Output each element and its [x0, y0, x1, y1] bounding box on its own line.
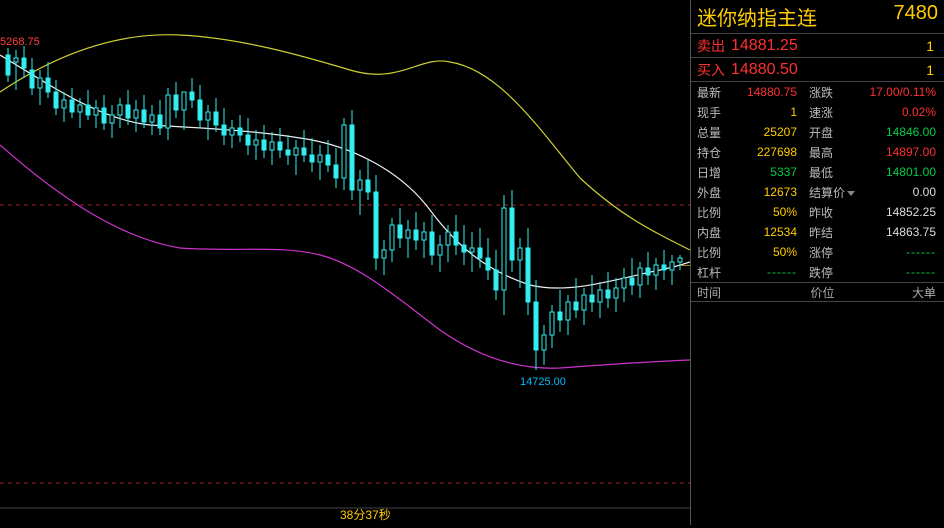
data-value: ------ [855, 245, 944, 259]
data-value: 14897.00 [855, 145, 944, 159]
data-value: 14846.00 [855, 125, 944, 139]
data-value: 14852.25 [855, 205, 944, 219]
data-value: ------ [855, 265, 944, 279]
countdown-timer: 38分37秒 [340, 506, 391, 523]
data-value: 12534 [727, 225, 805, 239]
data-value: 14880.75 [727, 85, 805, 99]
quote-data-grid: 最新14880.75涨跌17.00/0.11%现手1速涨0.02%总量25207… [691, 82, 944, 282]
data-row: 杠杆------跌停------ [691, 262, 944, 282]
data-value: 14801.00 [855, 165, 944, 179]
sell-quote-row[interactable]: 卖出 14881.25 1 [691, 34, 944, 58]
data-label: 现手 [691, 104, 727, 121]
sell-qty: 1 [894, 38, 944, 54]
tick-col-price: 价位 [761, 284, 884, 301]
sell-price: 14881.25 [727, 37, 894, 55]
data-row: 内盘12534昨结14863.75 [691, 222, 944, 242]
data-row: 比例50%涨停------ [691, 242, 944, 262]
data-value: 0.00 [855, 185, 944, 199]
data-row: 总量25207开盘14846.00 [691, 122, 944, 142]
data-value: 50% [727, 205, 805, 219]
data-label: 外盘 [691, 184, 727, 201]
symbol-code: 7480 [894, 2, 939, 31]
buy-price: 14880.50 [727, 61, 894, 79]
data-value: 12673 [727, 185, 805, 199]
tick-header: 时间 价位 大单 [691, 282, 944, 302]
data-label: 内盘 [691, 224, 727, 241]
data-row: 持仓227698最高14897.00 [691, 142, 944, 162]
tick-col-vol: 大单 [884, 284, 944, 301]
data-label: 日增 [691, 164, 727, 181]
data-label: 速涨 [805, 104, 855, 121]
sell-label: 卖出 [691, 36, 727, 56]
data-value: ------ [727, 265, 805, 279]
data-value: 5337 [727, 165, 805, 179]
data-label: 结算价 [805, 184, 855, 201]
data-label: 涨跌 [805, 84, 855, 101]
data-value: 50% [727, 245, 805, 259]
symbol-title[interactable]: 迷你纳指主连 7480 [691, 0, 944, 34]
data-value: 25207 [727, 125, 805, 139]
dropdown-icon[interactable] [847, 191, 855, 196]
data-label: 开盘 [805, 124, 855, 141]
candlestick-chart[interactable]: 5268.75 14725.00 — 38分37秒 [0, 0, 690, 525]
data-value: 0.02% [855, 105, 944, 119]
buy-qty: 1 [894, 62, 944, 78]
data-label: 持仓 [691, 144, 727, 161]
quote-sidebar: 迷你纳指主连 7480 卖出 14881.25 1 买入 14880.50 1 … [690, 0, 944, 525]
data-label: 昨结 [805, 224, 855, 241]
symbol-name: 迷你纳指主连 [697, 2, 817, 31]
chart-low-label: 14725.00 [520, 376, 566, 388]
buy-quote-row[interactable]: 买入 14880.50 1 [691, 58, 944, 82]
data-label: 最高 [805, 144, 855, 161]
data-row: 最新14880.75涨跌17.00/0.11% [691, 82, 944, 102]
data-label: 比例 [691, 204, 727, 221]
data-row: 现手1速涨0.02% [691, 102, 944, 122]
data-row: 外盘12673结算价0.00 [691, 182, 944, 202]
buy-label: 买入 [691, 60, 727, 80]
data-row: 日增5337最低14801.00 [691, 162, 944, 182]
data-label: 总量 [691, 124, 727, 141]
data-label: 涨停 [805, 244, 855, 261]
data-label: 最新 [691, 84, 727, 101]
data-value: 17.00/0.11% [855, 85, 944, 99]
data-value: 227698 [727, 145, 805, 159]
data-label: 比例 [691, 244, 727, 261]
tick-col-time: 时间 [691, 284, 761, 301]
data-row: 比例50%昨收14852.25 [691, 202, 944, 222]
data-label: 最低 [805, 164, 855, 181]
data-label: 杠杆 [691, 264, 727, 281]
data-label: 跌停 [805, 264, 855, 281]
data-label: 昨收 [805, 204, 855, 221]
chart-high-label: 5268.75 [0, 36, 40, 48]
data-value: 14863.75 [855, 225, 944, 239]
data-value: 1 [727, 105, 805, 119]
